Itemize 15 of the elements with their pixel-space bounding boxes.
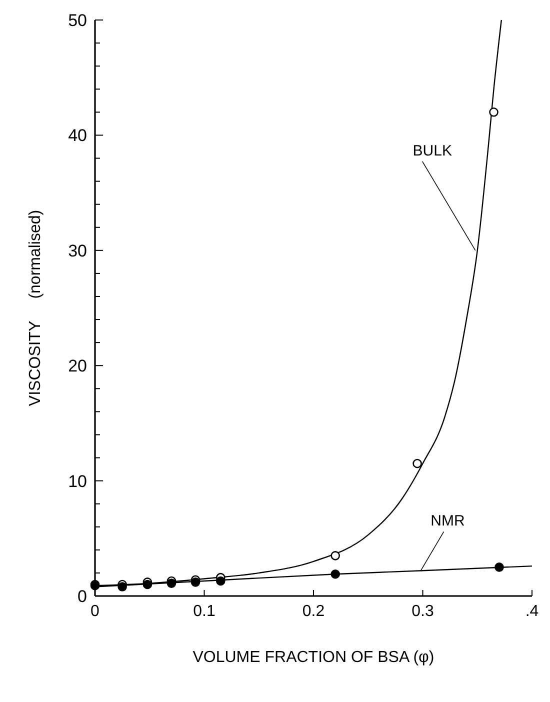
- x-axis-title: VOLUME FRACTION OF BSA (φ): [192, 649, 434, 666]
- x-tick-label: 0.1: [193, 603, 216, 620]
- x-tick-label: 0: [90, 603, 100, 620]
- text: NMR: [430, 512, 465, 530]
- text: BULK: [412, 142, 452, 160]
- y-axis-title: VISCOSITY (normalised): [27, 210, 44, 406]
- y-tick-label: 0: [78, 586, 87, 606]
- x-tick-label: 0.3: [412, 603, 434, 620]
- y-tick-label: 40: [68, 126, 87, 146]
- x-tick-label: .4: [525, 603, 539, 620]
- y-tick-label: 20: [68, 356, 87, 376]
- y-tick-label: 10: [68, 472, 87, 491]
- y-tick-label: 50: [68, 10, 87, 30]
- x-tick-label: 0.2: [302, 603, 325, 620]
- y-tick-label: 30: [68, 241, 87, 260]
